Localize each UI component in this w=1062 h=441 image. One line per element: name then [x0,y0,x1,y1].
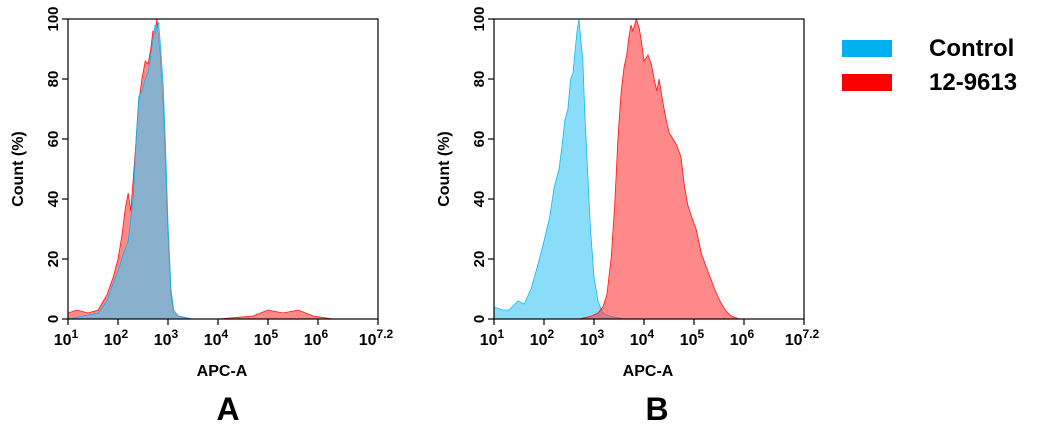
x-axis-title: APC-A [197,363,248,380]
x-tick-exponent: 1 [72,327,79,341]
x-tick-label: 105 [254,327,279,349]
x-tick-base: 10 [204,332,222,349]
x-tick-base: 10 [730,332,748,349]
series-area-12-9613 [494,19,804,319]
x-tick-exponent: 6 [748,327,755,341]
series-area-control [68,21,378,319]
x-tick-base: 10 [680,332,698,349]
series-area-12-9613 [68,19,378,319]
y-tick-label: 40 [45,191,62,208]
x-tick-label: 107.2 [785,327,820,349]
legend-item: 12-9613 [842,69,1017,96]
x-tick-base: 10 [359,332,377,349]
panel-letter: A [216,391,239,427]
x-tick-exponent: 7.2 [803,327,820,341]
y-tick-label: 60 [471,131,488,148]
legend-label: 12-9613 [929,69,1017,96]
y-tick-label: 20 [471,251,488,268]
x-tick-label: 103 [580,327,605,349]
x-tick-base: 10 [154,332,172,349]
x-tick-label: 105 [680,327,705,349]
legend-swatch [842,74,892,91]
x-tick-base: 10 [104,332,122,349]
x-tick-exponent: 5 [698,327,705,341]
series-areas [494,19,804,319]
x-tick-base: 10 [580,332,598,349]
y-tick-label: 20 [45,251,62,268]
x-tick-exponent: 3 [598,327,605,341]
y-tick-label: 40 [471,191,488,208]
x-tick-label: 101 [54,327,79,349]
series-area-control [494,19,804,319]
x-tick-exponent: 2 [122,327,129,341]
y-tick-label: 100 [471,6,488,31]
x-tick-label: 106 [730,327,755,349]
x-tick-exponent: 6 [322,327,329,341]
x-axis-title: APC-A [623,363,674,380]
y-axis-title: Count (%) [10,131,27,207]
x-tick-base: 10 [480,332,498,349]
y-axis-title: Count (%) [436,131,453,207]
y-tick-label: 100 [45,6,62,31]
y-tick-label: 80 [45,71,62,88]
x-tick-label: 103 [154,327,179,349]
x-tick-label: 107.2 [359,327,394,349]
legend-label: Control [929,35,1014,62]
x-tick-exponent: 4 [648,327,655,341]
panel-letter: B [645,391,668,427]
y-tick-label: 60 [45,131,62,148]
y-tick-label: 0 [45,315,62,323]
x-tick-label: 102 [104,327,129,349]
x-tick-base: 10 [304,332,322,349]
x-tick-label: 106 [304,327,329,349]
x-tick-base: 10 [530,332,548,349]
plot-frame [493,18,805,320]
x-tick-label: 101 [480,327,505,349]
legend: Control 12-9613 [842,35,1017,96]
x-tick-label: 102 [530,327,555,349]
x-tick-exponent: 1 [498,327,505,341]
legend-item: Control [842,35,1014,62]
x-tick-base: 10 [785,332,803,349]
x-tick-base: 10 [254,332,272,349]
y-tick-label: 0 [471,315,488,323]
x-tick-exponent: 4 [222,327,229,341]
series-areas [68,19,378,319]
y-tick-label: 80 [471,71,488,88]
x-tick-label: 104 [204,327,229,349]
x-tick-base: 10 [630,332,648,349]
x-tick-exponent: 7.2 [377,327,394,341]
legend-swatch [842,40,892,57]
x-tick-exponent: 5 [272,327,279,341]
x-tick-label: 104 [630,327,655,349]
x-tick-exponent: 2 [548,327,555,341]
x-tick-base: 10 [54,332,72,349]
plot-frame [67,18,379,320]
x-tick-exponent: 3 [172,327,179,341]
